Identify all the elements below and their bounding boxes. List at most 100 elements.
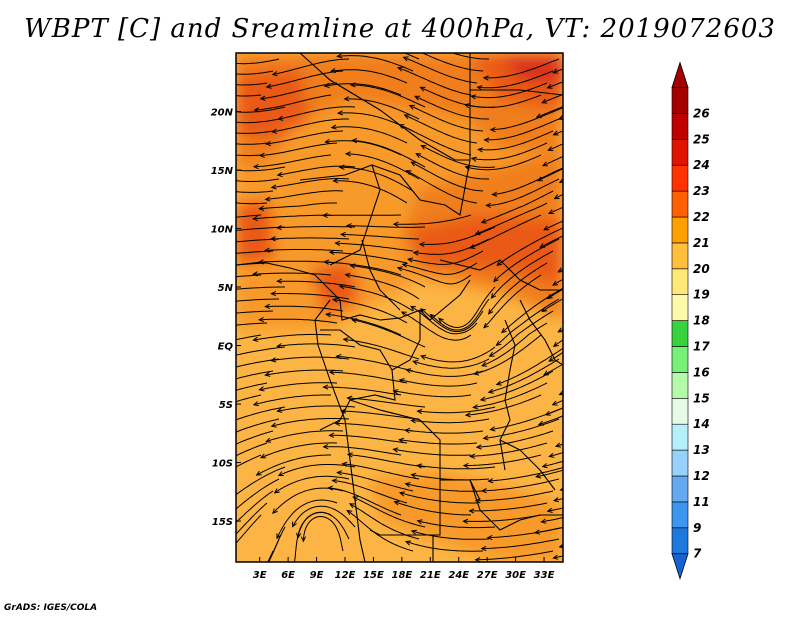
streamline: [489, 310, 554, 357]
streamline-arrow: [481, 361, 488, 367]
streamline: [271, 356, 350, 362]
streamline-arrow: [351, 318, 358, 324]
streamline: [411, 474, 490, 481]
streamline: [259, 382, 338, 391]
lon-label-0: 3E: [253, 570, 267, 581]
streamline-arrow: [185, 350, 190, 354]
streamline-arrow: [276, 278, 283, 284]
streamline-arrow: [335, 354, 342, 360]
streamline-arrow: [258, 386, 265, 392]
streamline: [474, 334, 542, 375]
colorbar-cell: [671, 164, 689, 192]
streamline: [260, 82, 338, 100]
streamline-arrow: [211, 426, 216, 430]
streamline: [324, 261, 402, 276]
streamline: [253, 333, 332, 341]
streamline: [554, 193, 563, 200]
streamline: [548, 143, 563, 151]
streamline-arrow: [393, 500, 400, 506]
streamline-arrow: [190, 328, 195, 332]
streamline-arrow: [275, 224, 282, 231]
streamline: [236, 418, 280, 433]
streamline-arrow: [409, 47, 414, 51]
streamline-arrow: [548, 356, 555, 362]
streamline: [560, 488, 563, 491]
streamline-arrow: [559, 487, 563, 492]
streamline: [328, 487, 402, 516]
colorbar-label-23: 23: [693, 184, 710, 198]
streamline: [341, 233, 420, 240]
streamline: [236, 178, 280, 182]
streamline: [413, 358, 490, 369]
streamline: [559, 545, 563, 548]
streamline-arrow: [500, 327, 507, 334]
streamline-arrow: [552, 280, 559, 286]
streamline: [253, 394, 331, 406]
streamline-arrow: [547, 209, 555, 214]
streamline-arrow: [187, 416, 192, 420]
streamline-arrow: [553, 194, 560, 200]
streamline-arrow: [552, 497, 560, 503]
streamline-arrow: [401, 262, 408, 268]
streamline-arrow: [551, 400, 558, 406]
streamline: [471, 142, 548, 161]
streamline-arrow: [464, 412, 471, 418]
streamline: [292, 505, 356, 528]
streamline-arrow: [195, 255, 200, 259]
streamline-arrow: [405, 170, 412, 175]
streamline-arrow: [201, 243, 206, 247]
streamline-arrow: [408, 104, 415, 110]
streamline-arrow: [485, 202, 492, 209]
streamline: [236, 58, 280, 65]
streamline-arrow: [342, 337, 349, 343]
streamline: [393, 390, 472, 398]
streamline-arrow: [418, 241, 425, 248]
streamline: [236, 370, 274, 380]
streamline: [478, 130, 554, 151]
colorbar-label-19: 19: [693, 288, 710, 302]
streamline: [333, 180, 408, 204]
streamline: [343, 338, 420, 360]
streamline: [537, 168, 563, 182]
streamline: [259, 202, 337, 210]
streamline-arrow: [469, 453, 476, 459]
streamline-arrow: [328, 432, 335, 438]
colorbar-cell: [671, 87, 689, 114]
streamline: [548, 206, 563, 214]
streamline-arrow: [338, 284, 345, 290]
streamline: [438, 286, 496, 329]
streamline: [477, 70, 554, 89]
streamline: [451, 53, 489, 60]
streamline-arrow: [269, 236, 276, 242]
streamline-arrow: [292, 562, 296, 567]
streamline: [555, 443, 563, 447]
colorbar-label-20: 20: [693, 262, 710, 276]
streamline: [417, 520, 496, 529]
streamline-arrow: [346, 452, 353, 458]
streamline: [547, 288, 563, 299]
streamline-arrow: [323, 259, 330, 265]
streamline: [538, 415, 563, 426]
colorbar-label-14: 14: [693, 417, 710, 431]
streamline-arrow: [410, 529, 417, 535]
field-level21-south: [370, 470, 563, 562]
streamline-arrow: [547, 146, 554, 151]
streamline-arrow: [208, 568, 213, 573]
streamline-arrow: [476, 85, 483, 91]
streamline: [470, 214, 542, 249]
chart-title: WBPT [C] and Sreamline at 400hPa, VT: 20…: [24, 14, 776, 44]
colorbar-label-18: 18: [693, 314, 710, 328]
streamline: [236, 442, 268, 457]
streamline: [352, 496, 426, 528]
lat-label-3: 5N: [218, 283, 234, 294]
streamline: [488, 358, 560, 393]
streamline-arrow: [321, 212, 328, 219]
streamline: [236, 274, 262, 278]
streamline-arrow: [412, 250, 419, 256]
streamline-arrow: [265, 140, 272, 147]
streamline: [475, 202, 548, 235]
streamline: [236, 298, 279, 302]
streamline-arrow: [219, 503, 224, 508]
streamline-arrow: [403, 114, 410, 120]
streamline-arrow: [273, 488, 280, 494]
